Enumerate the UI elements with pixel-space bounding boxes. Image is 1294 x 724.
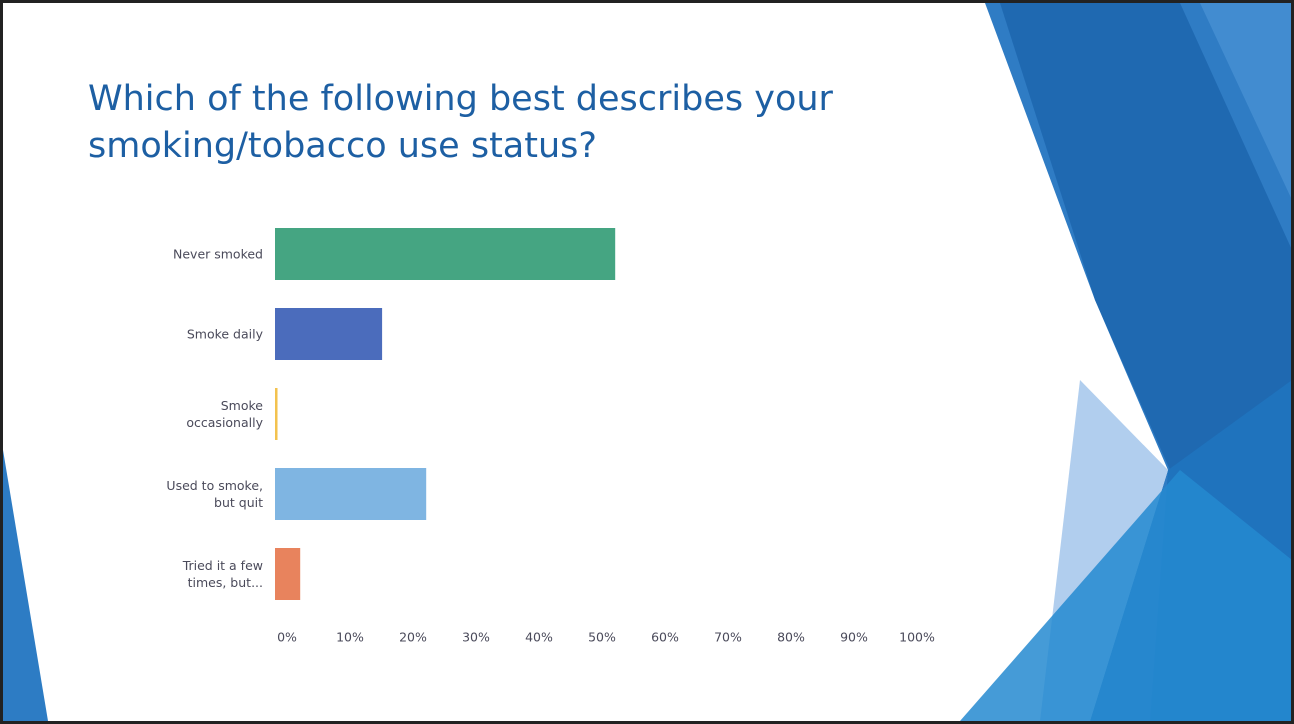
x-tick-label: 70% (714, 629, 742, 645)
bar (275, 548, 301, 600)
bar (275, 388, 278, 440)
x-tick-label: 100% (899, 629, 935, 645)
x-tick-label: 30% (462, 629, 490, 645)
category-label: Smoke daily (186, 326, 263, 342)
category-label: Smoke occasionally (186, 398, 263, 430)
x-tick-label: 60% (651, 629, 679, 645)
decoration (3, 3, 1292, 721)
x-tick-label: 90% (840, 629, 868, 645)
bar (275, 308, 383, 360)
x-tick-label: 50% (588, 629, 616, 645)
x-tick-label: 40% (525, 629, 553, 645)
chart-title: Which of the following best describes yo… (88, 79, 833, 166)
bar (275, 228, 616, 280)
x-tick-label: 0% (277, 629, 297, 645)
category-label: Never smoked (173, 246, 263, 262)
bar (275, 468, 427, 520)
x-tick-label: 80% (777, 629, 805, 645)
category-label: Used to smoke, but quit (166, 478, 263, 510)
x-tick-label: 10% (336, 629, 364, 645)
x-tick-label: 20% (399, 629, 427, 645)
category-label: Tried it a few times, but... (182, 558, 263, 590)
